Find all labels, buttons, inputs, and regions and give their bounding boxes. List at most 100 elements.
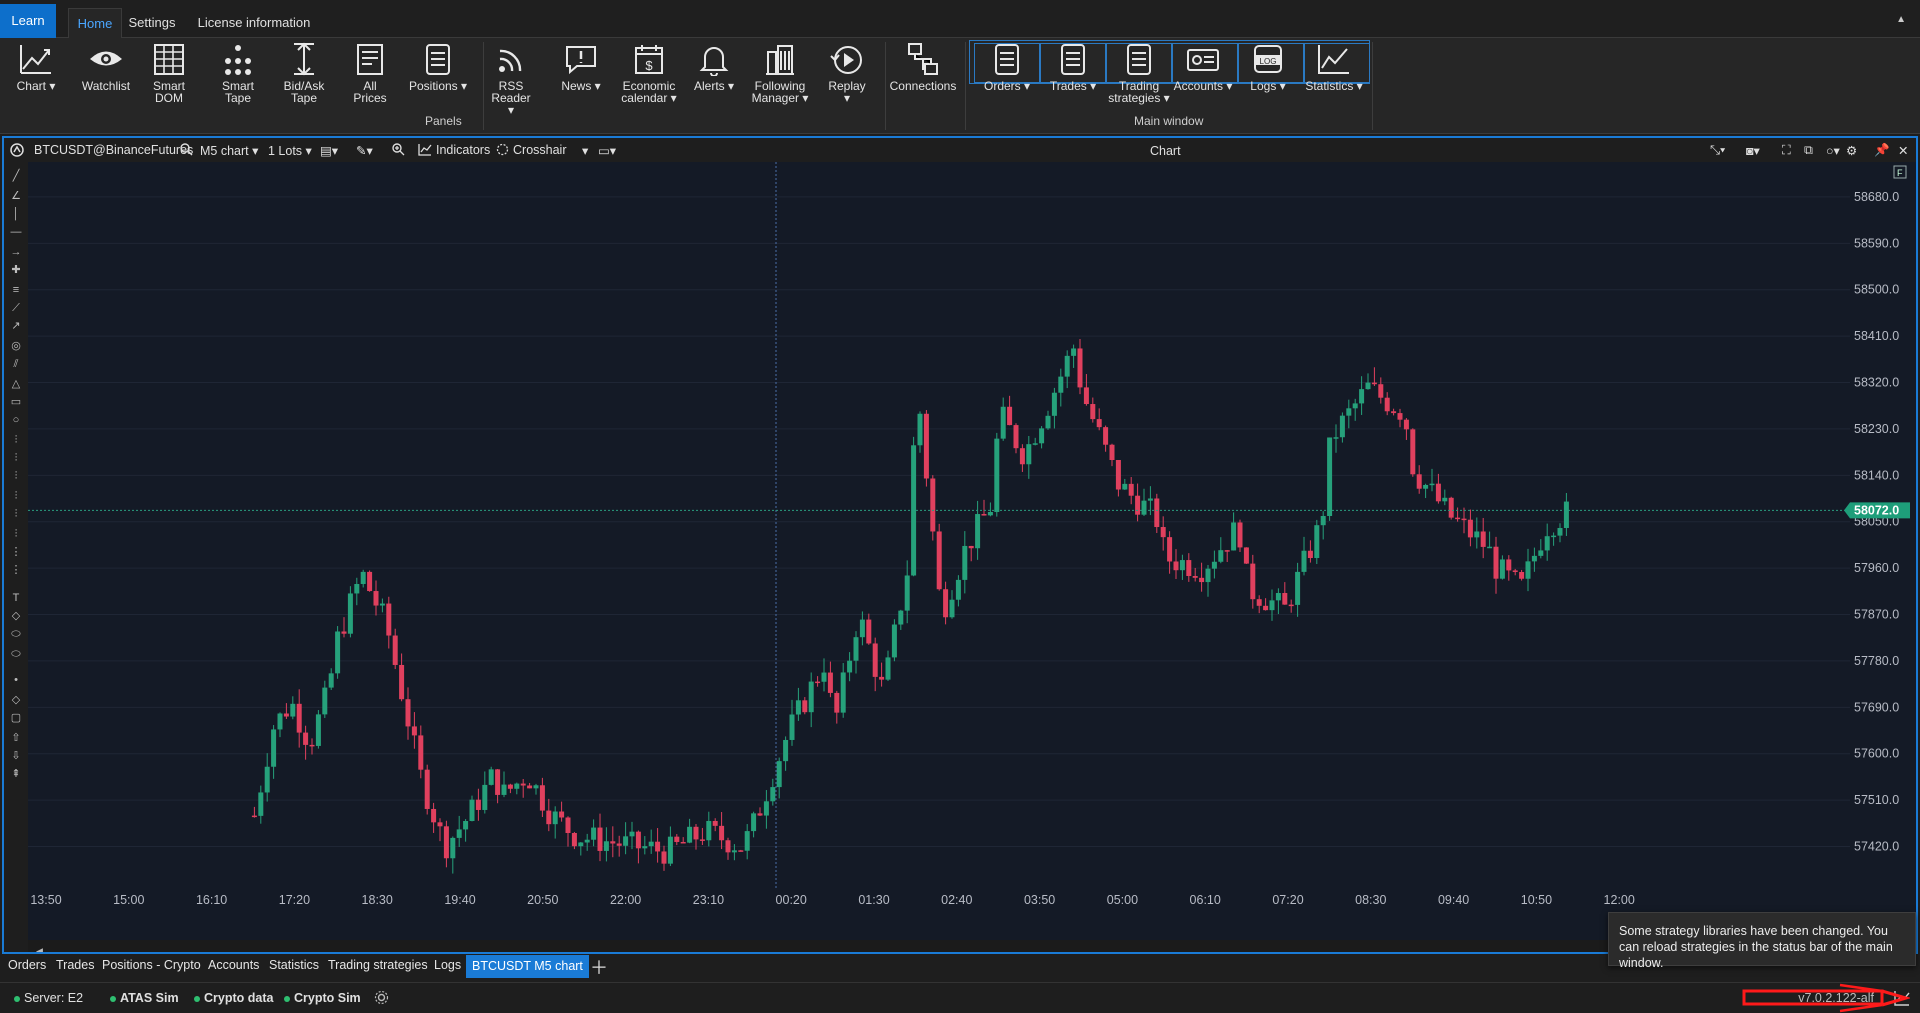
collapse-ribbon-icon[interactable]: ▲ — [1896, 14, 1906, 25]
candle-body — [904, 575, 910, 611]
dotted-range-tool-icon[interactable]: ⋮ — [10, 546, 22, 558]
ellipse-tool-icon[interactable]: ○ — [12, 414, 20, 426]
ribbon-button-following-manager[interactable]: Following Manager ▾ — [750, 42, 810, 114]
ribbon-button-accounts[interactable]: Accounts ▾ — [1172, 42, 1234, 114]
timeframe-selector[interactable]: M5 chart ▾ — [200, 144, 259, 158]
crypto-data-status[interactable]: Crypto data — [194, 991, 273, 1005]
camera-icon[interactable]: ◙▾ — [1746, 144, 1760, 158]
bottom-tab-logs[interactable]: Logs — [434, 958, 462, 972]
pitchfork-tool-icon[interactable]: ⟋ — [12, 302, 20, 314]
bottom-tab-statistics[interactable]: Statistics — [269, 958, 320, 972]
rectangle-tool-icon[interactable]: ▭ — [10, 396, 22, 408]
arrow-up-tool-icon[interactable]: ⇧ — [11, 732, 21, 744]
ribbon-button-replay[interactable]: Replay ▾ — [824, 42, 870, 114]
ruler-tool-icon[interactable]: ⫶ — [14, 508, 18, 520]
strategy-notification-toast[interactable]: Some strategy libraries have been change… — [1608, 912, 1916, 970]
ribbon-button-logs[interactable]: LOG Logs ▾ — [1238, 42, 1298, 114]
lots-selector[interactable]: 1 Lots ▾ — [268, 144, 312, 158]
measure-tool-icon[interactable]: ⫶ — [14, 528, 18, 540]
arrow-down-tool-icon[interactable]: ⇩ — [11, 750, 21, 762]
close-icon[interactable]: ✕ — [1898, 144, 1909, 158]
status-settings-gear-icon[interactable] — [374, 990, 389, 1005]
parallel-tool-icon[interactable]: ⫽ — [13, 358, 19, 370]
bottom-tab-trading-strategies[interactable]: Trading strategies — [328, 958, 428, 972]
ribbon-button-watchlist[interactable]: Watchlist — [76, 42, 136, 114]
ribbon-button-chart[interactable]: Chart ▾ — [14, 42, 58, 114]
ribbon-button-statistics[interactable]: Statistics ▾ — [1304, 42, 1364, 114]
tab-license-information[interactable]: License information — [197, 15, 311, 30]
pin-icon[interactable]: 📌 — [1874, 143, 1890, 157]
zoom-icon[interactable] — [392, 143, 405, 156]
callout-tool-icon[interactable]: ⬭ — [11, 628, 21, 640]
bottom-tab-trades[interactable]: Trades — [56, 958, 95, 972]
ribbon-button-rss-reader[interactable]: RSS Reader ▾ — [488, 42, 534, 116]
ribbon-button-connections[interactable]: Connections — [888, 42, 958, 114]
vertical-line-tool-icon[interactable]: │ — [12, 208, 20, 220]
tag-tool-icon[interactable]: ◇ — [11, 610, 21, 622]
triangle-tool-icon[interactable]: △ — [11, 378, 21, 390]
tab-home[interactable]: Home — [68, 8, 122, 38]
ribbon-button-smart-tape[interactable]: Smart Tape — [210, 42, 266, 114]
trading-mode-icon[interactable]: ▤▾ — [320, 144, 339, 158]
bottom-tab-accounts[interactable]: Accounts — [208, 958, 260, 972]
minimize-arrows-icon[interactable]: ⤡▾ — [1710, 143, 1726, 157]
ribbon-button-bid-ask-tape[interactable]: Bid/Ask Tape — [278, 42, 330, 114]
fibonacci-tool-icon[interactable]: ⫶ — [14, 434, 18, 446]
fib-ext-tool-icon[interactable]: ⫶ — [14, 452, 18, 464]
line-tool-icon[interactable]: ╱ — [12, 170, 20, 182]
candlestick-chart[interactable]: 58680.0 58590.0 58500.0 58410.0 58320.0 58230… — [28, 162, 1916, 940]
ribbon-button-alerts[interactable]: Alerts ▾ — [692, 42, 736, 114]
scroll-left-arrow-icon[interactable]: ◀ — [36, 946, 43, 956]
settings-gear-icon[interactable]: ⚙ — [1846, 144, 1858, 158]
tab-learn[interactable]: Learn — [0, 4, 56, 38]
search-icon[interactable] — [180, 143, 193, 156]
channel-tool-icon[interactable]: ≡ — [12, 284, 20, 296]
candle-body — [1064, 355, 1070, 377]
label-tool-icon[interactable]: ⬭ — [11, 648, 21, 660]
server-status[interactable]: Server: E2 — [14, 991, 83, 1005]
circle-icon[interactable]: ○▾ — [1826, 144, 1840, 158]
crosshair-dropdown-icon[interactable]: ▾ — [582, 144, 589, 158]
diamond-tool-icon[interactable]: ◇ — [11, 694, 21, 706]
candle-body — [360, 571, 366, 584]
ribbon-button-trades[interactable]: Trades ▾ — [1042, 42, 1104, 114]
ribbon-button-smart-dom[interactable]: Smart DOM — [146, 42, 192, 114]
f-badge-box[interactable] — [1893, 165, 1907, 179]
candle-body — [757, 813, 763, 816]
fullscreen-icon[interactable]: ⛶ — [1782, 143, 1791, 157]
trend-tool-icon[interactable]: ↗ — [11, 320, 21, 332]
bottom-tab-positions-crypto[interactable]: Positions - Crypto — [102, 958, 201, 972]
dot-tool-icon[interactable]: • — [14, 674, 18, 686]
candle-body — [1103, 427, 1109, 445]
tab-btcusdt-m5-chart[interactable]: BTCUSDT M5 chart — [466, 955, 589, 978]
bookmark-tool-icon[interactable]: ⇞ — [11, 768, 21, 780]
add-tab-icon[interactable]: ＋ — [590, 958, 608, 978]
tab-settings[interactable]: Settings — [128, 15, 176, 30]
square-tool-icon[interactable]: ▢ — [10, 712, 22, 724]
layers-icon[interactable]: ⧉ — [1804, 143, 1813, 157]
cross-tool-icon[interactable]: ✚ — [11, 264, 21, 276]
instrument-selector[interactable]: BTCUSDT@BinanceFutures — [34, 143, 194, 157]
horizontal-line-tool-icon[interactable]: ― — [10, 226, 22, 238]
ribbon-button-news[interactable]: News ▾ — [558, 42, 604, 114]
crosshair-button[interactable]: Crosshair — [513, 143, 567, 157]
text-tool-icon[interactable]: T — [12, 592, 20, 604]
fib-time-tool-icon[interactable]: ⫶ — [14, 470, 18, 482]
pencil-icon[interactable]: ✎▾ — [356, 144, 373, 158]
bottom-tab-orders[interactable]: Orders — [8, 958, 47, 972]
volume-profile-tool-icon[interactable]: ⫶ — [14, 490, 18, 502]
crypto-sim-status[interactable]: Crypto Sim — [284, 991, 361, 1005]
angle-tool-icon[interactable]: ∠ — [11, 190, 21, 202]
ribbon-button-positions[interactable]: Positions ▾ — [406, 42, 470, 114]
circle-target-tool-icon[interactable]: ◎ — [11, 340, 21, 352]
ribbon-button-orders[interactable]: Orders ▾ — [976, 42, 1038, 114]
ribbon-button-economic-calendar[interactable]: $ Economic calendar ▾ — [616, 42, 682, 114]
dotted-vrange-tool-icon[interactable]: ⋮ — [10, 564, 22, 576]
ray-tool-icon[interactable]: → — [10, 246, 22, 258]
indicators-button[interactable]: Indicators — [436, 143, 491, 157]
candle-body — [808, 681, 814, 713]
layout-icon[interactable]: ▭▾ — [598, 144, 617, 158]
ribbon-button-trading-strategies[interactable]: Trading strategies ▾ — [1108, 42, 1170, 114]
atas-sim-status[interactable]: ATAS Sim — [110, 991, 179, 1005]
ribbon-button-all-prices[interactable]: All Prices — [348, 42, 392, 114]
